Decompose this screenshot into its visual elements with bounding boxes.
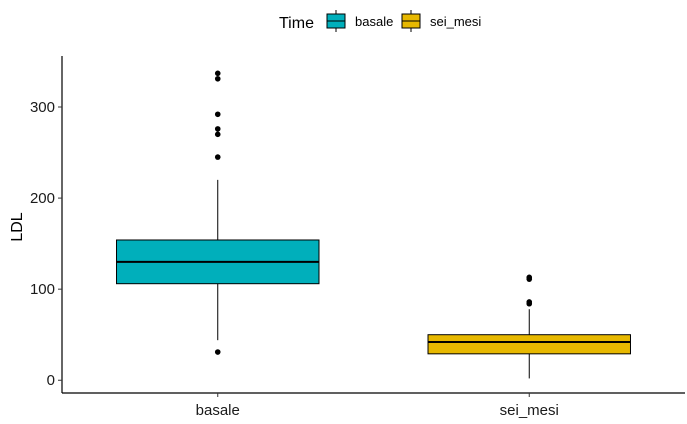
y-tick-label: 0 [47, 372, 55, 389]
x-tick-label: basale [196, 402, 240, 419]
x-tick-label: sei_mesi [500, 402, 559, 419]
outlier-point [526, 300, 533, 307]
x-ticks: basale sei_mesi [196, 393, 559, 419]
outlier-point [526, 276, 533, 282]
outlier-point [214, 126, 221, 132]
plot-area [116, 70, 631, 379]
box-iqr [427, 334, 631, 355]
outlier-point [214, 154, 221, 160]
outlier-point [214, 70, 221, 77]
legend: Time basale sei_mesi [279, 10, 481, 32]
y-tick-label: 100 [30, 281, 55, 298]
legend-label: basale [355, 14, 393, 29]
legend-item-sei_mesi: sei_mesi [401, 10, 481, 32]
outlier-point [214, 75, 221, 82]
y-ticks: 0 100 200 300 [30, 99, 62, 389]
y-tick-label: 200 [30, 190, 55, 207]
box-sei_mesi [427, 274, 631, 379]
legend-title: Time [279, 15, 314, 32]
outlier-point [214, 131, 221, 138]
outlier-point [214, 111, 221, 118]
legend-label: sei_mesi [430, 14, 481, 29]
legend-item-basale: basale [326, 10, 393, 32]
outlier-point [214, 349, 221, 355]
y-axis-title: LDL [9, 212, 26, 241]
y-tick-label: 300 [30, 99, 55, 116]
box-basale [116, 70, 320, 355]
